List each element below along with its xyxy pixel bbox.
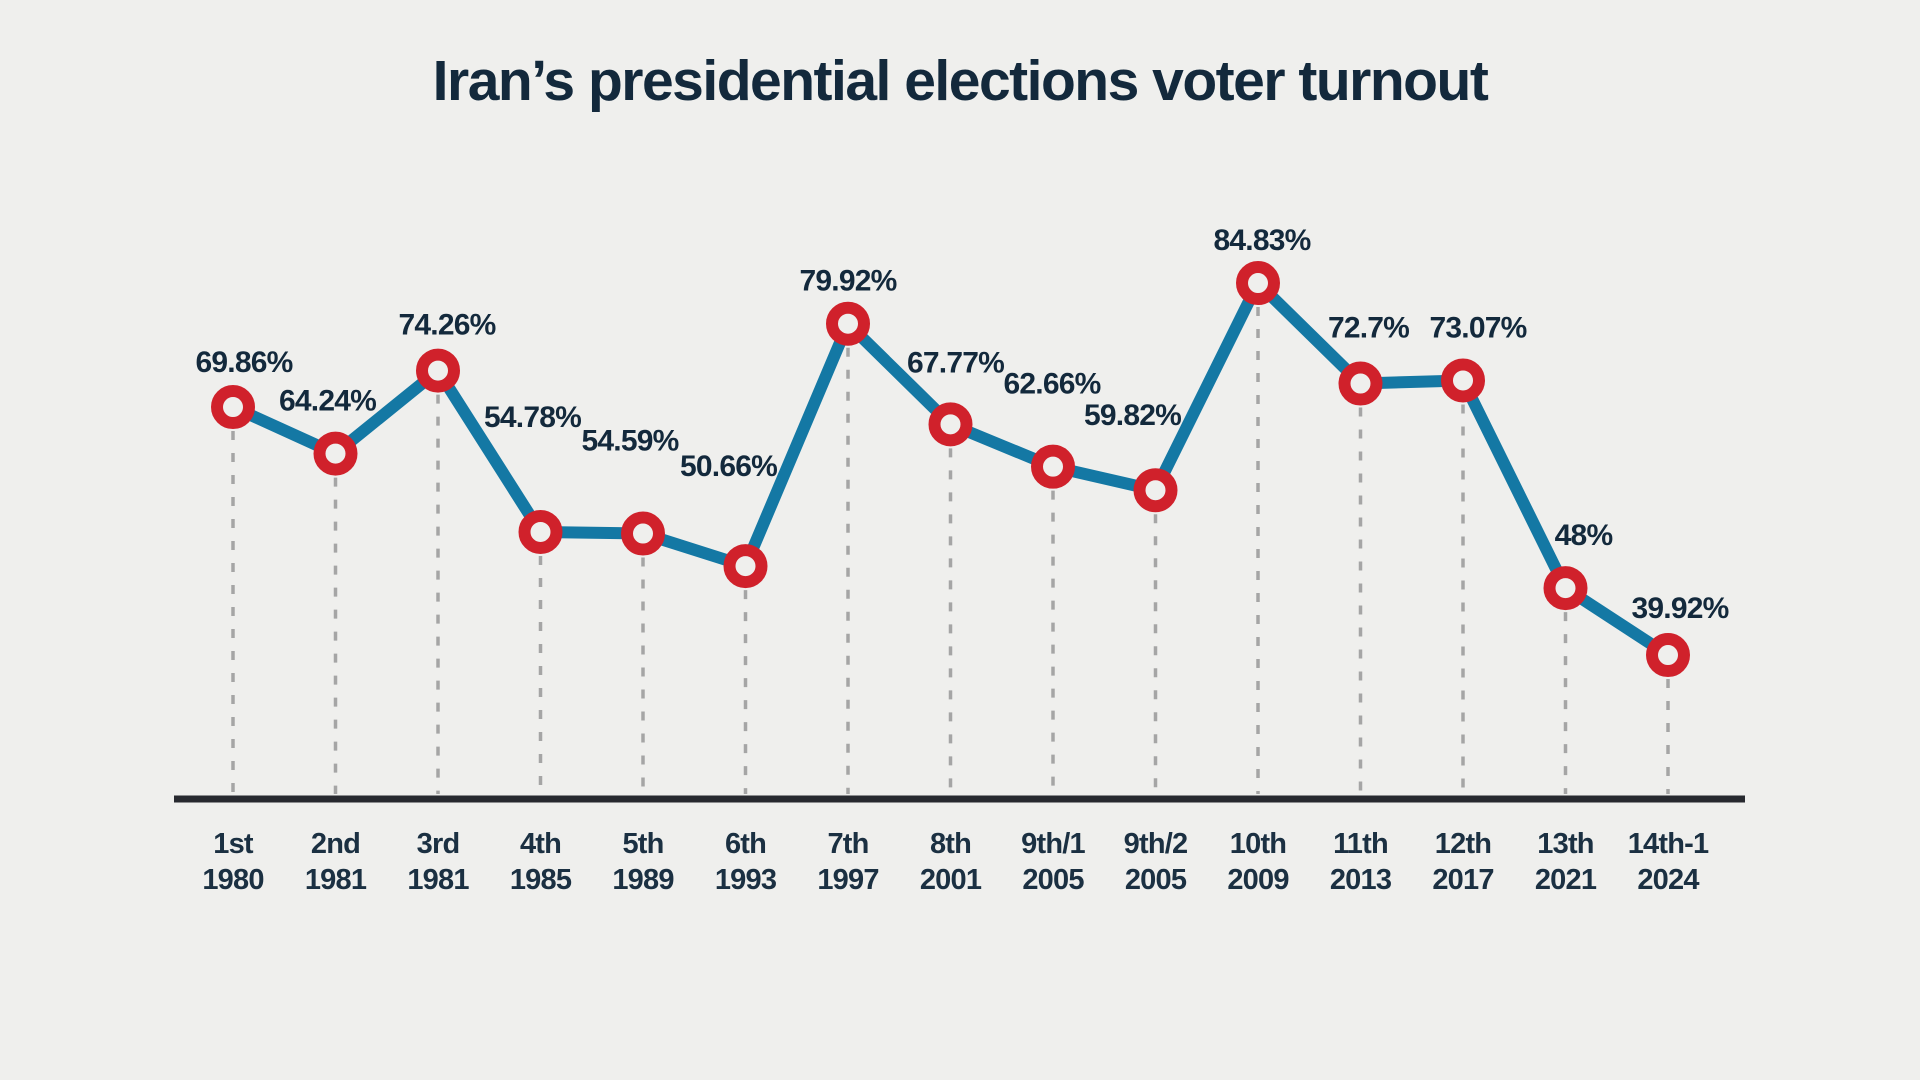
value-label: 64.24%	[279, 385, 376, 418]
x-axis-tick-year: 1980	[202, 864, 263, 896]
x-axis-tick-year: 2024	[1637, 864, 1699, 896]
x-axis-tick-ordinal: 14th-1	[1628, 828, 1709, 860]
data-point-marker	[1236, 261, 1280, 306]
value-label: 72.7%	[1328, 312, 1409, 345]
data-point-marker	[1441, 358, 1485, 403]
value-label: 54.78%	[484, 401, 581, 434]
x-axis-tick-ordinal: 7th	[827, 828, 868, 860]
data-point-marker	[826, 301, 870, 346]
value-label: 48%	[1555, 519, 1613, 552]
chart-title: Iran’s presidential elections voter turn…	[432, 49, 1489, 113]
x-axis-tick-year: 2009	[1227, 864, 1289, 896]
x-axis-tick-ordinal: 2nd	[311, 828, 360, 860]
x-axis-tick-year: 1981	[305, 864, 367, 896]
x-axis-tick-year: 2013	[1330, 864, 1392, 896]
x-axis-tick-year: 2017	[1432, 864, 1493, 896]
data-point-marker	[1646, 633, 1690, 678]
x-axis-tick-ordinal: 10th	[1230, 828, 1286, 860]
data-point-marker	[1543, 566, 1588, 611]
x-axis-tick-ordinal: 13th	[1537, 828, 1593, 860]
x-axis-tick-year: 2021	[1535, 864, 1597, 896]
value-label: 59.82%	[1084, 399, 1181, 432]
x-axis-tick-ordinal: 9th/2	[1124, 828, 1188, 860]
x-axis-tick-ordinal: 5th	[622, 828, 663, 860]
x-axis-tick-ordinal: 4th	[520, 828, 561, 860]
x-axis-tick-ordinal: 11th	[1333, 828, 1388, 860]
x-axis-tick-year: 2001	[920, 864, 982, 896]
value-label: 67.77%	[907, 346, 1004, 379]
x-axis-tick-ordinal: 3rd	[417, 828, 460, 860]
value-label: 50.66%	[680, 450, 777, 483]
value-label: 74.26%	[399, 309, 496, 342]
x-axis-tick-ordinal: 9th/1	[1021, 828, 1085, 860]
data-point-marker	[621, 511, 665, 556]
data-point-marker	[211, 385, 255, 430]
data-point-marker	[1031, 444, 1075, 489]
x-axis-tick-year: 1989	[612, 864, 674, 896]
x-axis-tick-year: 2005	[1022, 864, 1084, 896]
data-point-marker	[1133, 468, 1178, 513]
x-axis-tick-ordinal: 1st	[213, 828, 254, 860]
x-axis-tick-year: 1993	[715, 864, 777, 896]
x-axis-tick-ordinal: 8th	[930, 828, 971, 860]
value-label: 39.92%	[1632, 592, 1729, 625]
value-label: 84.83%	[1214, 224, 1311, 257]
value-label: 62.66%	[1004, 368, 1101, 401]
x-axis-tick-year: 1997	[817, 864, 878, 896]
data-point-marker	[518, 509, 563, 554]
value-label: 54.59%	[582, 425, 679, 458]
x-axis-tick-ordinal: 12th	[1435, 828, 1491, 860]
value-label: 69.86%	[196, 346, 293, 379]
data-point-marker	[928, 402, 973, 447]
data-point-marker	[416, 348, 460, 393]
x-axis-tick-ordinal: 6th	[725, 828, 766, 860]
value-label: 79.92%	[800, 265, 897, 298]
x-axis-tick-year: 2005	[1125, 864, 1187, 896]
x-axis-tick-year: 1981	[407, 864, 469, 896]
data-point-marker	[1338, 361, 1383, 406]
data-point-marker	[723, 544, 768, 589]
data-point-marker	[313, 431, 358, 476]
value-label: 73.07%	[1430, 311, 1527, 344]
x-axis-tick-year: 1985	[510, 864, 572, 896]
